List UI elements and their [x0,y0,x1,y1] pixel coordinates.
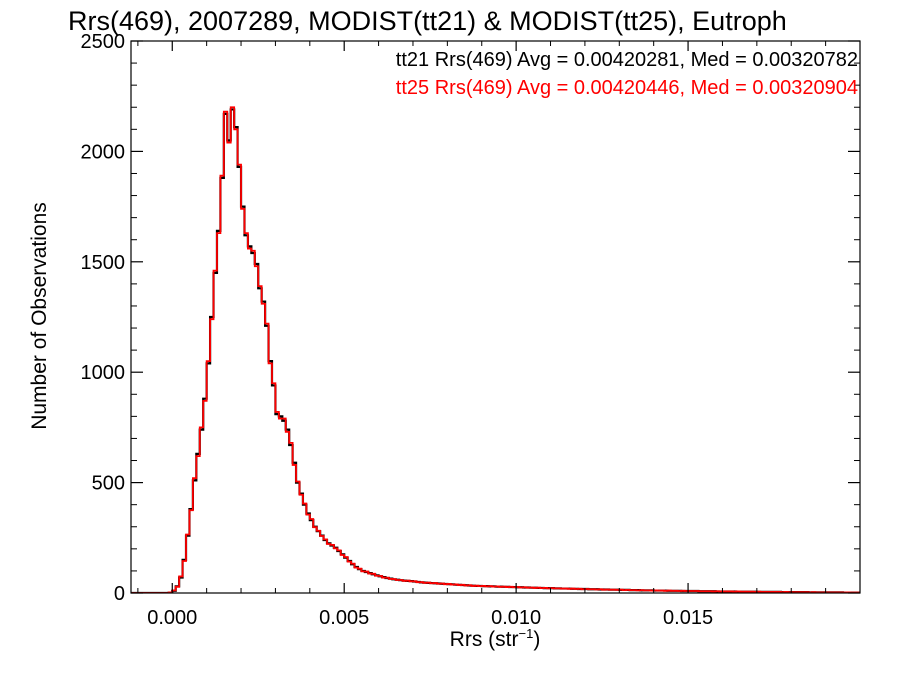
x-tick-label: 0.015 [663,607,713,629]
x-axis-label-superscript: −1 [518,626,534,641]
histogram-series-tt21 [131,108,860,593]
x-axis-label: Rrs (str−1) [0,626,900,652]
y-tick-label: 500 [92,473,125,495]
plot-frame [130,40,861,594]
histogram-series-tt25 [131,106,860,593]
axis-ticks [131,40,860,594]
x-axis-label-suffix: ) [533,628,541,651]
tick-labels: 0.000 0.005 0.010 0.015 0 500 1000 1500 2000 2500 [81,31,714,629]
y-tick-label: 1500 [81,252,126,274]
y-tick-label: 1000 [81,362,126,384]
plot-content [131,106,860,593]
x-tick-label: 0.010 [491,607,541,629]
y-tick-label: 2000 [81,141,126,163]
legend-entry-tt21: tt21 Rrs(469) Avg = 0.00420281, Med = 0.… [395,49,858,71]
chart-title: Rrs(469), 2007289, MODIST(tt21) & MODIST… [68,6,787,36]
y-tick-label: 2500 [81,31,126,53]
x-tick-label: 0.000 [147,607,197,629]
y-axis-label: Number of Observations [28,202,51,430]
legend-entry-tt25: tt25 Rrs(469) Avg = 0.00420446, Med = 0.… [395,77,858,99]
y-tick-label: 0 [114,583,125,605]
x-tick-label: 0.005 [319,607,369,629]
x-axis-label-text: Rrs (str [449,628,519,651]
